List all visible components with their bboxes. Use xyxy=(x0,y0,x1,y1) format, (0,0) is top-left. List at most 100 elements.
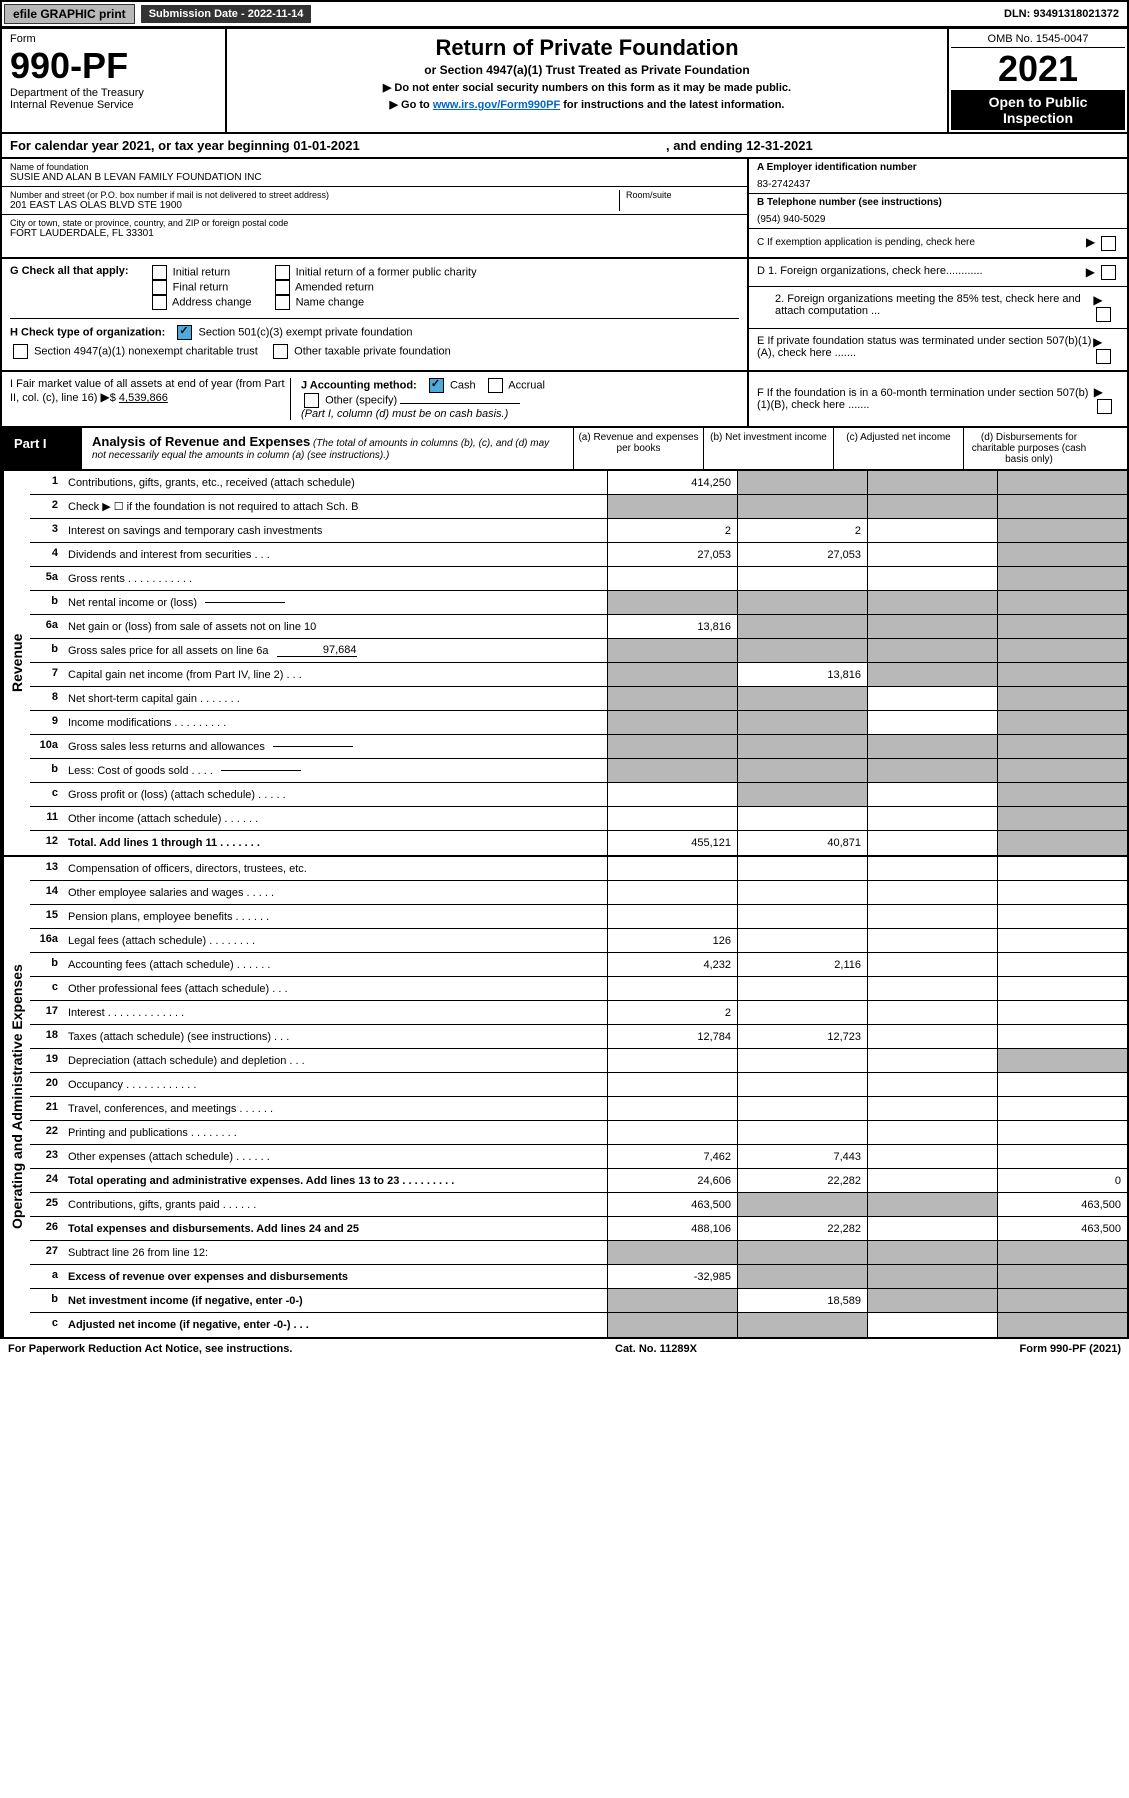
amended-return-checkbox[interactable] xyxy=(275,280,290,295)
h-label: H Check type of organization: xyxy=(10,326,165,338)
line-number: 6a xyxy=(30,615,62,638)
cell-col-a xyxy=(607,1121,737,1144)
line-number: 1 xyxy=(30,471,62,494)
table-row: 19Depreciation (attach schedule) and dep… xyxy=(30,1049,1127,1073)
cell-col-a xyxy=(607,857,737,880)
dept-label: Department of the Treasury xyxy=(10,87,217,99)
501c3-checkbox[interactable] xyxy=(177,325,192,340)
line-description: Excess of revenue over expenses and disb… xyxy=(62,1265,607,1288)
efile-print-button[interactable]: efile GRAPHIC print xyxy=(4,4,135,24)
identity-block: Name of foundation SUSIE AND ALAN B LEVA… xyxy=(0,159,1129,259)
accrual-checkbox[interactable] xyxy=(488,378,503,393)
cell-col-a xyxy=(607,567,737,590)
cell-col-d xyxy=(997,519,1127,542)
room-label: Room/suite xyxy=(626,190,739,200)
table-row: 5aGross rents . . . . . . . . . . . xyxy=(30,567,1127,591)
cell-col-a: 24,606 xyxy=(607,1169,737,1192)
line-number: 12 xyxy=(30,831,62,855)
cell-col-d: 463,500 xyxy=(997,1217,1127,1240)
line-number: c xyxy=(30,1313,62,1337)
cell-col-c xyxy=(867,1217,997,1240)
initial-return-checkbox[interactable] xyxy=(152,265,167,280)
cell-col-b xyxy=(737,929,867,952)
cell-col-a xyxy=(607,977,737,1000)
cell-col-c xyxy=(867,1289,997,1312)
cell-col-b xyxy=(737,639,867,662)
cell-col-b xyxy=(737,1073,867,1096)
d2-checkbox[interactable] xyxy=(1096,307,1111,322)
cell-col-c xyxy=(867,905,997,928)
cell-col-a xyxy=(607,807,737,830)
other-taxable-checkbox[interactable] xyxy=(273,344,288,359)
line-number: 27 xyxy=(30,1241,62,1264)
4947-checkbox[interactable] xyxy=(13,344,28,359)
cell-col-b xyxy=(737,1097,867,1120)
cell-col-b xyxy=(737,567,867,590)
cell-col-b: 27,053 xyxy=(737,543,867,566)
line-number: 26 xyxy=(30,1217,62,1240)
cell-col-c xyxy=(867,639,997,662)
d1-checkbox[interactable] xyxy=(1101,265,1116,280)
cell-col-a: 13,816 xyxy=(607,615,737,638)
cal-year-end: , and ending 12-31-2021 xyxy=(666,138,813,153)
cell-col-c xyxy=(867,663,997,686)
form-title: Return of Private Foundation xyxy=(247,35,927,61)
table-row: bAccounting fees (attach schedule) . . .… xyxy=(30,953,1127,977)
cell-col-d xyxy=(997,881,1127,904)
expenses-section: Operating and Administrative Expenses 13… xyxy=(0,857,1129,1339)
cell-col-d xyxy=(997,735,1127,758)
line-description: Dividends and interest from securities .… xyxy=(62,543,607,566)
line-description: Travel, conferences, and meetings . . . … xyxy=(62,1097,607,1120)
cell-col-c xyxy=(867,687,997,710)
f-checkbox[interactable] xyxy=(1097,399,1112,414)
opex-label: Operating and Administrative Expenses xyxy=(2,857,30,1337)
line-description: Taxes (attach schedule) (see instruction… xyxy=(62,1025,607,1048)
final-return-checkbox[interactable] xyxy=(152,280,167,295)
line-description: Other employee salaries and wages . . . … xyxy=(62,881,607,904)
name-change-checkbox[interactable] xyxy=(275,295,290,310)
d-e-block: D 1. Foreign organizations, check here..… xyxy=(747,259,1127,371)
cell-col-d xyxy=(997,639,1127,662)
address-change-checkbox[interactable] xyxy=(152,295,167,310)
other-method-checkbox[interactable] xyxy=(304,393,319,408)
cell-col-a xyxy=(607,1241,737,1264)
col-a-head: (a) Revenue and expenses per books xyxy=(574,428,704,469)
cell-col-a: 7,462 xyxy=(607,1145,737,1168)
table-row: 4Dividends and interest from securities … xyxy=(30,543,1127,567)
city-label: City or town, state or province, country… xyxy=(10,218,739,228)
table-row: 17Interest . . . . . . . . . . . . .2 xyxy=(30,1001,1127,1025)
cell-col-b xyxy=(737,735,867,758)
cell-col-a: 2 xyxy=(607,1001,737,1024)
d2-label: 2. Foreign organizations meeting the 85%… xyxy=(757,293,1093,317)
cell-col-a: 463,500 xyxy=(607,1193,737,1216)
line-description: Subtract line 26 from line 12: xyxy=(62,1241,607,1264)
cell-col-c xyxy=(867,471,997,494)
exemption-checkbox[interactable] xyxy=(1101,236,1116,251)
line-description: Gross rents . . . . . . . . . . . xyxy=(62,567,607,590)
cell-col-d xyxy=(997,711,1127,734)
d1-label: D 1. Foreign organizations, check here..… xyxy=(757,265,983,277)
irs-link[interactable]: www.irs.gov/Form990PF xyxy=(433,99,560,111)
cell-col-c xyxy=(867,567,997,590)
line-number: 11 xyxy=(30,807,62,830)
col-d-head: (d) Disbursements for charitable purpose… xyxy=(964,428,1094,469)
line-number: 3 xyxy=(30,519,62,542)
initial-return-label: Initial return xyxy=(173,266,230,278)
ein-value: 83-2742437 xyxy=(757,179,1119,190)
cell-col-d xyxy=(997,663,1127,686)
cash-checkbox[interactable] xyxy=(429,378,444,393)
cell-col-c xyxy=(867,615,997,638)
initial-former-checkbox[interactable] xyxy=(275,265,290,280)
cell-col-d xyxy=(997,977,1127,1000)
header-center: Return of Private Foundation or Section … xyxy=(227,29,947,132)
cell-col-d: 463,500 xyxy=(997,1193,1127,1216)
line-description: Net rental income or (loss) xyxy=(62,591,607,614)
table-row: cAdjusted net income (if negative, enter… xyxy=(30,1313,1127,1337)
amended-return-label: Amended return xyxy=(295,281,374,293)
e-checkbox[interactable] xyxy=(1096,349,1111,364)
col-c-head: (c) Adjusted net income xyxy=(834,428,964,469)
line-number: 25 xyxy=(30,1193,62,1216)
cell-col-d xyxy=(997,567,1127,590)
line-description: Net gain or (loss) from sale of assets n… xyxy=(62,615,607,638)
checkbox-block: G Check all that apply: Initial return F… xyxy=(0,259,1129,373)
